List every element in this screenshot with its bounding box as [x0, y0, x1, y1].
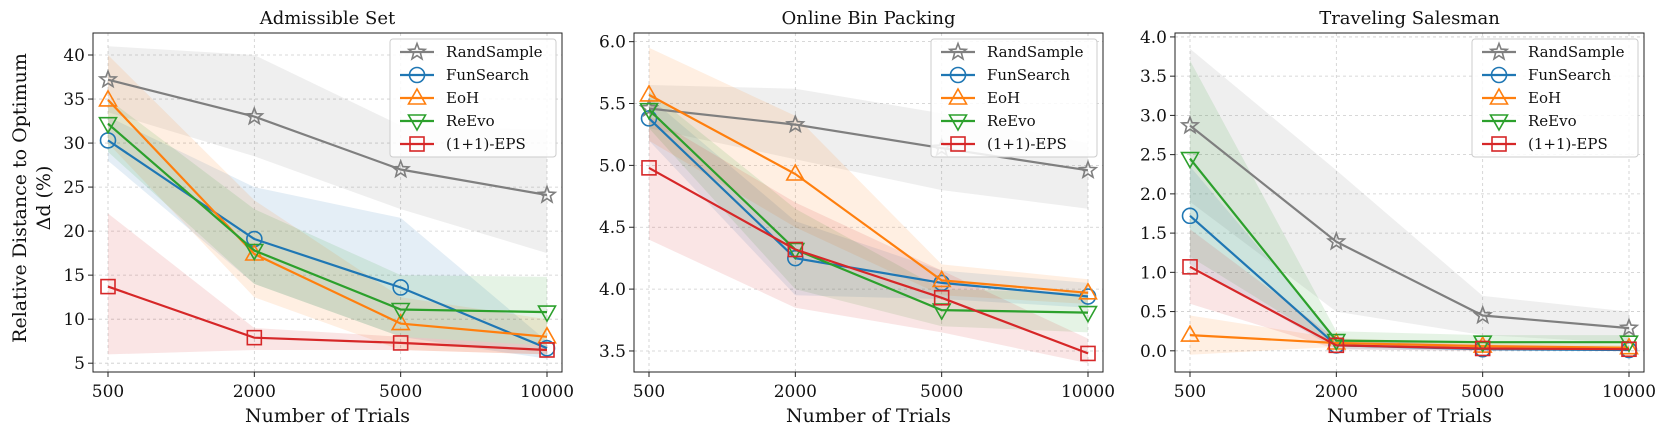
- y-tick-label: 15: [63, 266, 85, 286]
- y-tick-label: 2.5: [1140, 146, 1167, 166]
- x-tick-label: 10000: [520, 382, 574, 402]
- chart-3: 0.0 0.5 1.0 1.5 2.0 2.5 3.0 3.5 4.0 500 2000 5000 10…: [1140, 8, 1656, 427]
- legend-label-randsample: RandSample: [446, 43, 543, 61]
- x-tick-label: 10000: [1061, 382, 1115, 402]
- x-tick-label: 2000: [774, 382, 817, 402]
- chart-title: Admissible Set: [259, 8, 396, 29]
- x-tick-label: 500: [1174, 382, 1206, 402]
- y-tick-label: 5.5: [599, 95, 626, 115]
- y-tick-label: 4.0: [1140, 28, 1167, 48]
- y-tick-label: 4.0: [599, 280, 626, 300]
- legend-label-eoh: EoH: [1528, 89, 1561, 107]
- y-tick-label: 20: [63, 222, 85, 242]
- y-axis-label-line2: Δd (%): [33, 166, 55, 231]
- x-axis-label: Number of Trials: [786, 405, 951, 427]
- legend: RandSample FunSearch EoH ReEvo (1+1)-EPS: [931, 39, 1097, 157]
- y-tick-label: 6.0: [599, 33, 626, 53]
- chart-title: Traveling Salesman: [1319, 8, 1500, 29]
- x-tick-label: 5000: [379, 382, 422, 402]
- y-tick-label: 1.5: [1140, 224, 1167, 244]
- y-tick-label: 40: [63, 46, 85, 66]
- x-tick-label: 5000: [920, 382, 963, 402]
- y-tick-label: 25: [63, 178, 85, 198]
- chart-title: Online Bin Packing: [781, 8, 955, 29]
- y-tick-label: 0.0: [1140, 342, 1167, 362]
- y-tick-label: 5.0: [599, 156, 626, 176]
- x-tick-label: 5000: [1461, 382, 1504, 402]
- y-tick-label: 10: [63, 310, 85, 330]
- legend-label-randsample: RandSample: [987, 43, 1084, 61]
- x-axis-label: Number of Trials: [245, 405, 410, 427]
- legend-label--1-1-eps: (1+1)-EPS: [1528, 135, 1608, 153]
- y-tick-label: 4.5: [599, 218, 626, 238]
- chart-2: 3.5 4.0 4.5 5.0 5.5 6.0 500 2000 5000 10000 Online…: [599, 8, 1115, 427]
- y-tick-label: 35: [63, 90, 85, 110]
- legend-label-eoh: EoH: [987, 89, 1020, 107]
- legend-label-reevo: ReEvo: [987, 112, 1036, 130]
- x-axis-label: Number of Trials: [1327, 405, 1492, 427]
- y-tick-label: 5: [74, 354, 85, 374]
- y-tick-label: 3.5: [1140, 67, 1167, 87]
- legend-label--1-1-eps: (1+1)-EPS: [987, 135, 1067, 153]
- y-axis-label-line1: Relative Distance to Optimum: [9, 53, 31, 343]
- legend-label-funsearch: FunSearch: [446, 66, 529, 84]
- y-tick-label: 0.5: [1140, 303, 1167, 323]
- x-tick-label: 500: [633, 382, 665, 402]
- legend-label-funsearch: FunSearch: [1528, 66, 1611, 84]
- x-tick-label: 500: [92, 382, 124, 402]
- y-tick-label: 30: [63, 134, 85, 154]
- legend: RandSample FunSearch EoH ReEvo (1+1)-EPS: [1472, 39, 1638, 157]
- legend-label-randsample: RandSample: [1528, 43, 1625, 61]
- x-tick-label: 2000: [233, 382, 276, 402]
- y-tick-label: 1.0: [1140, 263, 1167, 283]
- y-tick-label: 2.0: [1140, 185, 1167, 205]
- legend-label-eoh: EoH: [446, 89, 479, 107]
- legend-label-reevo: ReEvo: [1528, 112, 1577, 130]
- y-tick-label: 3.0: [1140, 106, 1167, 126]
- chart-1: 5 10 15 20 25 30 35 40 500 2000 5000 10000 Admissibl…: [63, 8, 574, 427]
- legend-label--1-1-eps: (1+1)-EPS: [446, 135, 526, 153]
- x-tick-label: 2000: [1315, 382, 1358, 402]
- legend-label-funsearch: FunSearch: [987, 66, 1070, 84]
- x-tick-label: 10000: [1602, 382, 1656, 402]
- legend: RandSample FunSearch EoH ReEvo (1+1)-EPS: [390, 39, 556, 157]
- legend-label-reevo: ReEvo: [446, 112, 495, 130]
- y-tick-label: 3.5: [599, 342, 626, 362]
